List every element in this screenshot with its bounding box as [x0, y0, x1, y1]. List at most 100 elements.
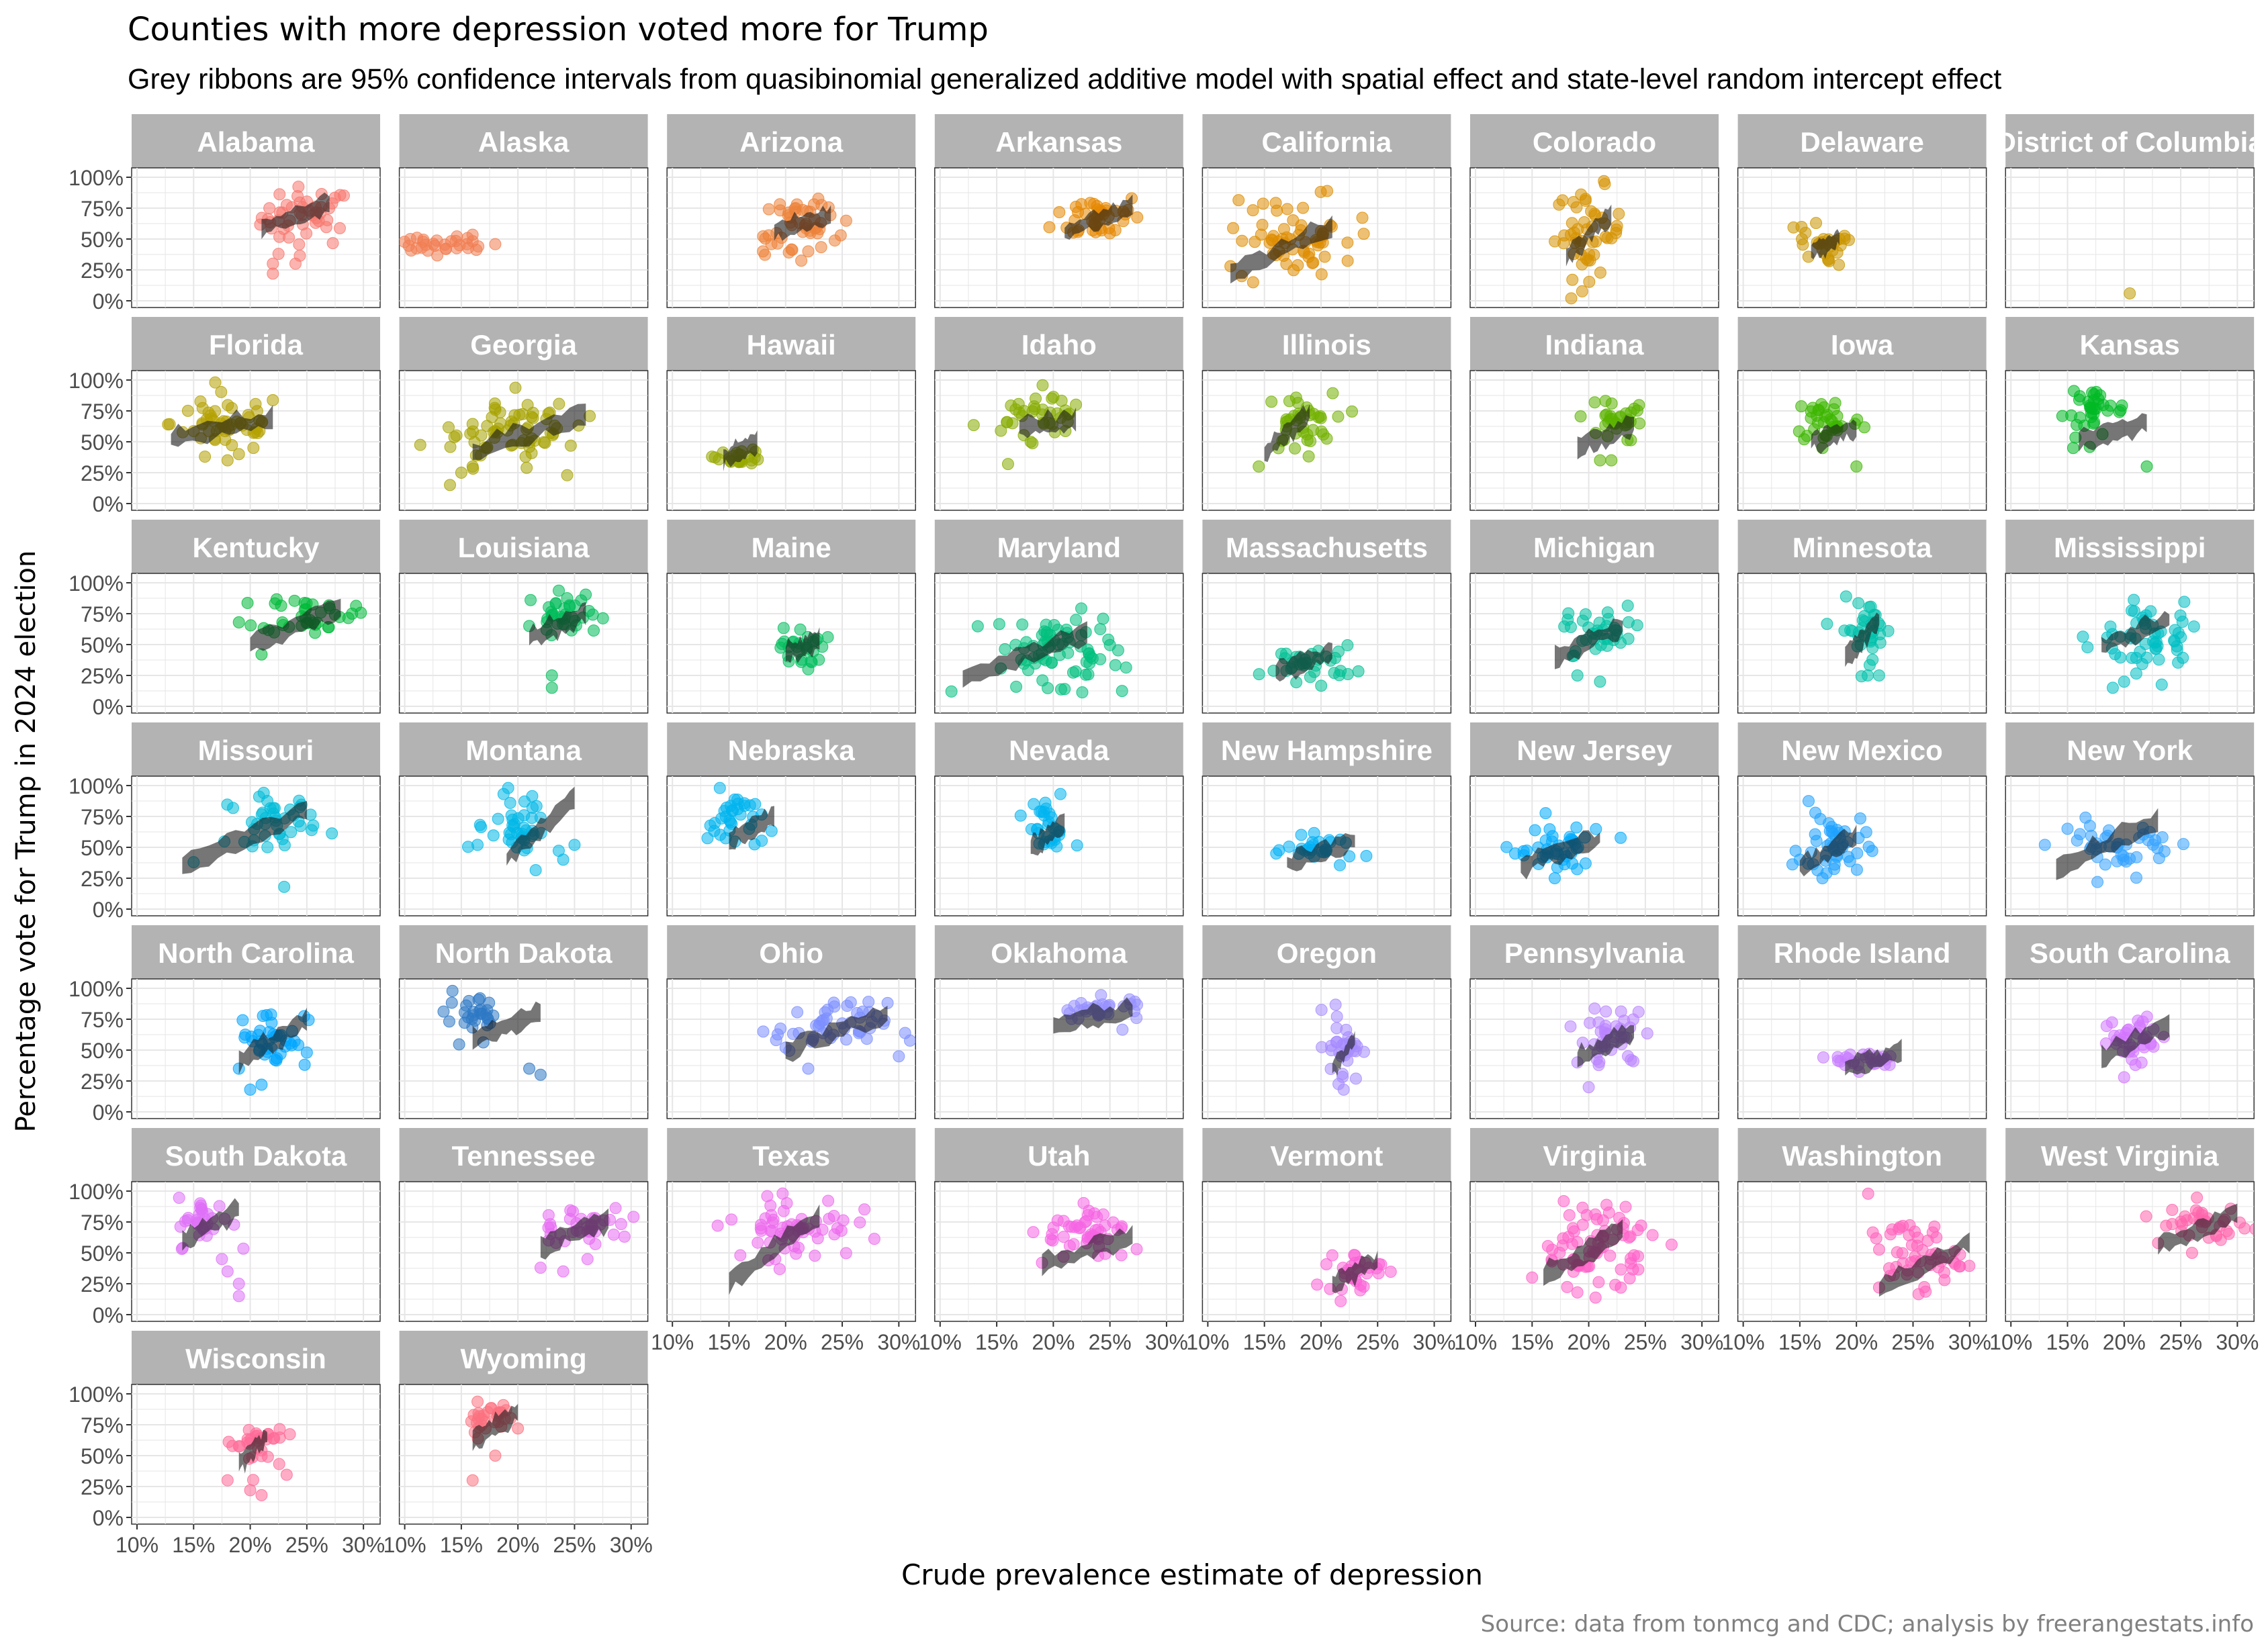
- data-point: [2111, 855, 2124, 867]
- facet-label: Oregon: [1277, 937, 1377, 969]
- data-point: [255, 648, 268, 661]
- data-point: [731, 803, 744, 816]
- data-point: [444, 479, 457, 491]
- data-point: [1582, 1081, 1595, 1094]
- data-point: [1891, 1246, 1903, 1259]
- x-tick-label: 30%: [877, 1330, 920, 1354]
- data-point: [1024, 436, 1037, 448]
- data-point: [2140, 460, 2153, 473]
- data-point: [1352, 665, 1365, 677]
- data-point: [246, 1474, 259, 1487]
- facet-strip: [2005, 317, 2255, 371]
- data-point: [2073, 393, 2085, 406]
- data-point: [1341, 254, 1354, 267]
- data-point: [2073, 828, 2086, 841]
- data-point: [1821, 618, 1833, 630]
- data-point: [1036, 379, 1049, 391]
- facet-strip: [934, 1128, 1183, 1182]
- data-point: [2106, 681, 2119, 694]
- x-tick-label: 10%: [919, 1330, 962, 1354]
- gridlines: [399, 1182, 648, 1321]
- x-tick-label: 20%: [1568, 1330, 1611, 1354]
- y-tick-label: 100%: [69, 369, 124, 393]
- data-point: [1817, 1051, 1829, 1064]
- data-point: [1349, 1072, 1362, 1085]
- facet-strip: [2005, 925, 2255, 979]
- x-tick-label: 15%: [1778, 1330, 1821, 1354]
- data-point: [273, 1423, 286, 1435]
- data-point: [1349, 1249, 1361, 1262]
- data-point: [1267, 230, 1280, 242]
- data-point: [1302, 450, 1315, 463]
- data-point: [2101, 404, 2114, 417]
- data-point: [840, 214, 852, 227]
- data-point: [257, 806, 269, 819]
- data-point: [232, 1278, 245, 1290]
- facet-strip: [1202, 520, 1451, 573]
- data-point: [2249, 1223, 2255, 1235]
- data-point: [1044, 1233, 1057, 1245]
- data-point: [2152, 653, 2165, 666]
- x-tick-label: 30%: [1413, 1330, 1456, 1354]
- facet-strip: [2005, 114, 2255, 168]
- confidence-ribbon: [723, 430, 758, 472]
- y-tick-label: 50%: [81, 836, 124, 860]
- y-tick-label: 25%: [81, 867, 124, 891]
- gridlines: [2005, 168, 2255, 308]
- data-point: [854, 1216, 866, 1229]
- data-point: [596, 612, 609, 624]
- facet-label: Georgia: [470, 329, 577, 361]
- data-point: [766, 1216, 779, 1229]
- facet-label: Indiana: [1545, 329, 1644, 361]
- confidence-ribbon: [1878, 1232, 1970, 1297]
- data-point: [404, 233, 417, 245]
- confidence-ribbon: [1287, 833, 1355, 871]
- data-point: [249, 397, 262, 410]
- x-tick-label: 10%: [383, 1533, 426, 1557]
- data-point: [1557, 1232, 1570, 1245]
- facet-label: Vermont: [1270, 1140, 1383, 1172]
- y-tick-label: 75%: [81, 1008, 124, 1032]
- data-point: [1070, 614, 1083, 626]
- data-point: [241, 597, 254, 610]
- data-point: [1553, 198, 1566, 211]
- data-point: [1529, 824, 1541, 837]
- data-point: [1109, 659, 1122, 671]
- facet-label: New York: [2067, 735, 2193, 766]
- data-point: [802, 663, 815, 675]
- data-point: [300, 1046, 313, 1059]
- confidence-ribbon: [2056, 808, 2159, 880]
- facet-missouri: Missouri 0% 25% 50% 75% 100%: [69, 722, 381, 922]
- data-point: [1077, 1196, 1090, 1209]
- facet-minnesota: Minnesota: [1737, 520, 1987, 714]
- facet-panel: [934, 167, 1184, 308]
- data-point: [232, 448, 245, 461]
- data-point: [1564, 620, 1577, 633]
- data-point: [526, 790, 539, 802]
- data-point: [794, 623, 807, 636]
- data-point: [1047, 1221, 1060, 1234]
- data-point: [1314, 412, 1327, 424]
- facet-strip: [2005, 520, 2255, 573]
- data-point: [2144, 605, 2157, 618]
- data-point: [759, 232, 772, 245]
- data-point: [1001, 416, 1013, 428]
- y-tick-label: 0%: [93, 695, 124, 719]
- points: [462, 782, 581, 876]
- data-point: [489, 238, 502, 250]
- data-point: [1632, 1263, 1645, 1276]
- data-point: [1295, 829, 1308, 841]
- confidence-ribbon: [540, 1208, 608, 1260]
- facet-strip: [1737, 520, 1987, 573]
- data-point: [1005, 399, 1017, 412]
- data-point: [777, 622, 790, 634]
- facet-south-carolina: South Carolina: [2005, 925, 2255, 1119]
- confidence-ribbon: [1053, 997, 1133, 1034]
- data-point: [221, 1474, 234, 1487]
- data-point: [1311, 1278, 1324, 1291]
- facet-strip: [667, 925, 916, 979]
- data-point: [2118, 675, 2130, 688]
- facet-label: Kentucky: [192, 532, 320, 563]
- facet-kentucky: Kentucky 0% 25% 50% 75% 100%: [69, 520, 381, 719]
- data-point: [1326, 1249, 1339, 1262]
